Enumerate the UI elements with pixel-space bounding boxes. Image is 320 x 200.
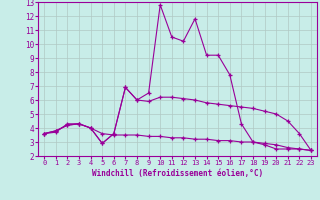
X-axis label: Windchill (Refroidissement éolien,°C): Windchill (Refroidissement éolien,°C) xyxy=(92,169,263,178)
